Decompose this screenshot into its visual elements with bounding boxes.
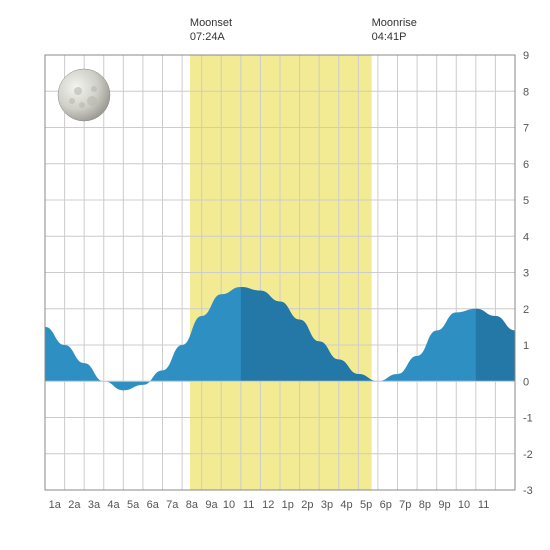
- chart-svg: -3-2-101234567891a2a3a4a5a6a7a8a9a101112…: [10, 10, 540, 540]
- moon-icon: [58, 69, 110, 121]
- x-tick-label: 3p: [321, 499, 333, 511]
- y-tick-label: 0: [523, 376, 529, 388]
- x-tick-label: 4p: [340, 499, 352, 511]
- x-tick-label: 7a: [166, 499, 179, 511]
- x-tick-label: 4a: [107, 499, 120, 511]
- y-tick-label: -2: [523, 449, 533, 461]
- y-tick-label: 2: [523, 304, 529, 316]
- y-tick-label: 7: [523, 123, 529, 135]
- y-tick-label: 1: [523, 340, 529, 352]
- x-tick-label: 9a: [205, 499, 218, 511]
- x-tick-label: 1p: [282, 499, 294, 511]
- y-tick-label: -3: [523, 485, 533, 497]
- y-tick-label: 6: [523, 159, 529, 171]
- x-tick-label: 11: [243, 499, 254, 511]
- tide-chart: -3-2-101234567891a2a3a4a5a6a7a8a9a101112…: [10, 10, 540, 540]
- y-tick-label: 5: [523, 195, 529, 207]
- x-tick-label: 3a: [88, 499, 101, 511]
- x-tick-label: 5p: [360, 499, 372, 511]
- x-tick-label: 8p: [419, 499, 431, 511]
- x-tick-label: 10: [223, 499, 235, 511]
- x-tick-label: 1a: [49, 499, 62, 511]
- event-label: Moonrise: [372, 17, 417, 29]
- x-tick-label: 7p: [399, 499, 411, 511]
- y-tick-label: 3: [523, 268, 529, 280]
- y-tick-label: -1: [523, 413, 533, 425]
- y-tick-label: 8: [523, 86, 529, 98]
- event-time: 07:24A: [190, 31, 226, 43]
- event-label: Moonset: [190, 17, 232, 29]
- x-tick-label: 6a: [147, 499, 160, 511]
- x-tick-label: 9p: [438, 499, 450, 511]
- x-tick-label: 2p: [301, 499, 313, 511]
- x-tick-label: 2a: [68, 499, 81, 511]
- x-tick-label: 8a: [186, 499, 199, 511]
- y-tick-label: 9: [523, 50, 529, 62]
- x-tick-label: 12: [262, 499, 274, 511]
- x-tick-label: 10: [458, 499, 470, 511]
- x-tick-label: 6p: [380, 499, 392, 511]
- x-tick-label: 11: [478, 499, 489, 511]
- x-tick-label: 5a: [127, 499, 140, 511]
- event-time: 04:41P: [372, 31, 407, 43]
- y-tick-label: 4: [523, 231, 529, 243]
